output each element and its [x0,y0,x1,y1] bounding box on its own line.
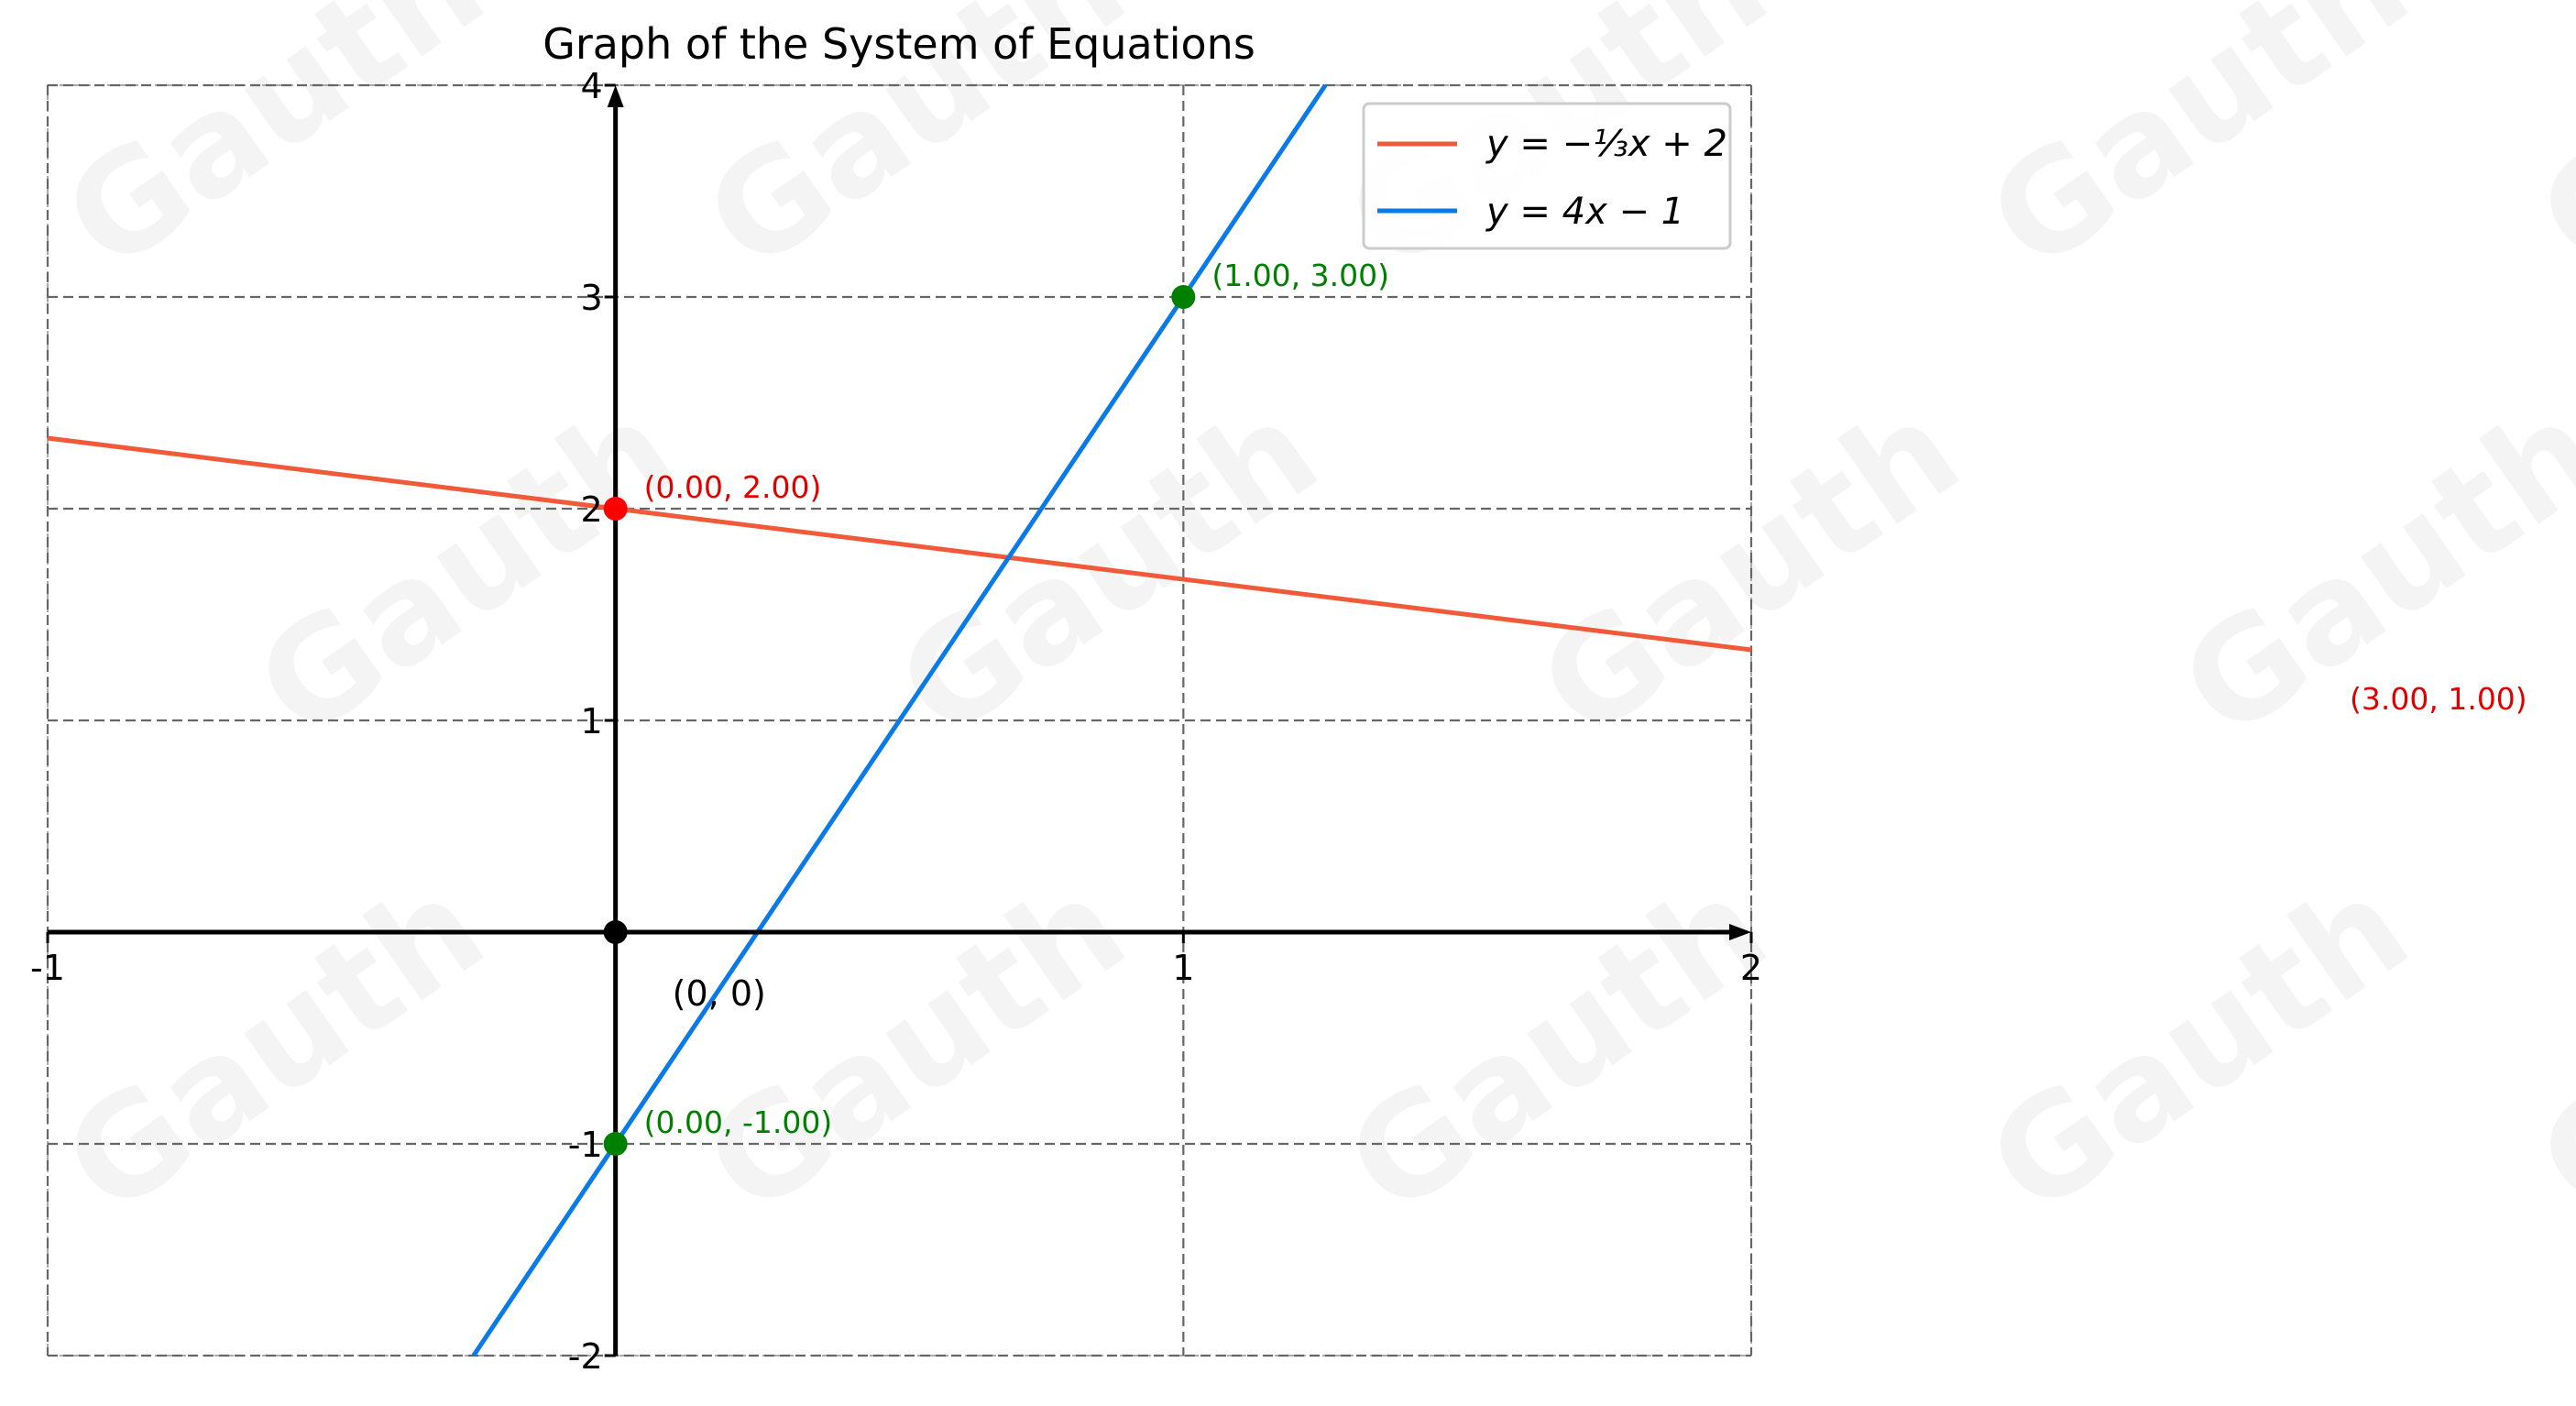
watermark-text: Gauth [1962,848,2436,1247]
x-tick-label: -1 [30,948,65,988]
y-axis-arrow [607,85,624,107]
points: (0.00, 2.00) (1.00, 3.00) (0.00, -1.00) (0,… [603,258,1389,1156]
watermark-text: Gauth [2512,848,2576,1247]
point-marker [603,920,628,944]
watermark-text: Gauth [2512,0,2576,302]
watermark-text: Gauth [1321,848,1794,1247]
watermark-text: Gauth [1513,371,1987,770]
x-tick-label: 2 [1740,948,1762,988]
extra-annotation: (3.00, 1.00) [2350,681,2527,717]
chart-title: Graph of the System of Equations [543,19,1255,69]
y-tick-label: 4 [580,66,602,106]
y-tick-label: -2 [568,1336,603,1377]
legend-label-1: y = 4x − 1 [1485,191,1684,233]
tick-labels: -1 1 2 4 3 2 1 -1 -2 [30,66,1762,1377]
watermark-text: Gauth [1962,0,2436,302]
watermark-text: Gauth [38,848,511,1247]
point-marker [603,497,628,521]
x-tick-label: 1 [1172,948,1194,988]
point-label: (0, 0) [673,973,766,1014]
y-tick-label: 3 [580,278,602,318]
legend: y = −⅓x + 2 y = 4x − 1 [1362,102,1732,250]
x-axis-arrow [1729,924,1751,940]
point-marker [1171,285,1196,309]
point-label: (0.00, -1.00) [644,1104,833,1140]
watermark-text: Gauth [230,371,704,770]
watermark-text: Gauth [38,0,511,302]
watermark-text: Gauth [679,848,1153,1247]
y-tick-label: -1 [568,1125,603,1165]
plot-frame [47,84,1752,1357]
y-tick-label: 2 [580,489,602,530]
legend-label-0: y = −⅓x + 2 [1485,123,1727,165]
point-label: (0.00, 2.00) [644,469,822,505]
series-line-0 [47,435,1752,653]
point-marker [603,1132,628,1156]
point-label: (1.00, 3.00) [1211,258,1389,293]
y-tick-label: 1 [580,701,602,741]
watermark: Gauth Gauth Gauth Gauth Gauth Gauth Gauth Gauth… [38,0,2576,1246]
